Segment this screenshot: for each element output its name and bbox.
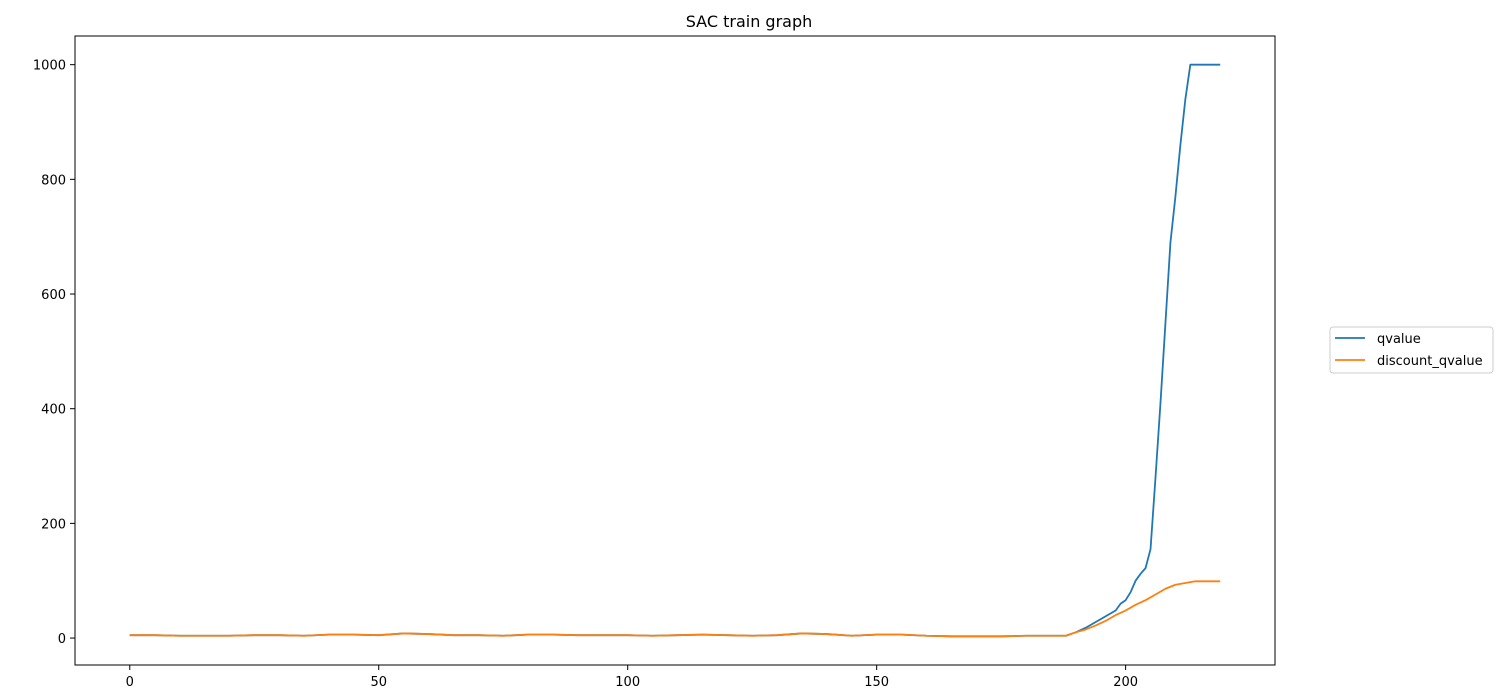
y-tick-label: 800 xyxy=(41,173,66,188)
legend-label: discount_qvalue xyxy=(1377,354,1483,369)
legend-label: qvalue xyxy=(1377,332,1421,347)
y-axis: 0 200 400 600 800 1000 xyxy=(33,59,75,647)
y-tick-label: 600 xyxy=(41,288,66,303)
x-axis: 0 50 100 150 200 xyxy=(126,665,1138,690)
chart-title: SAC train graph xyxy=(686,12,813,31)
legend-box xyxy=(1329,326,1494,374)
x-tick-label: 150 xyxy=(864,675,889,690)
legend: qvalue discount_qvalue xyxy=(1329,326,1494,374)
x-tick-label: 50 xyxy=(370,675,387,690)
x-tick-label: 100 xyxy=(615,675,640,690)
y-tick-label: 1000 xyxy=(33,59,66,74)
y-tick-label: 0 xyxy=(58,632,66,647)
plot-frame xyxy=(74,35,1276,666)
y-tick-label: 400 xyxy=(41,403,66,418)
series-line-qvalue xyxy=(129,63,1221,638)
y-tick-label: 200 xyxy=(41,517,66,532)
series-line-discount-qvalue xyxy=(129,580,1221,638)
x-tick-label: 0 xyxy=(126,675,134,690)
series-layer xyxy=(129,63,1221,638)
x-tick-label: 200 xyxy=(1113,675,1138,690)
